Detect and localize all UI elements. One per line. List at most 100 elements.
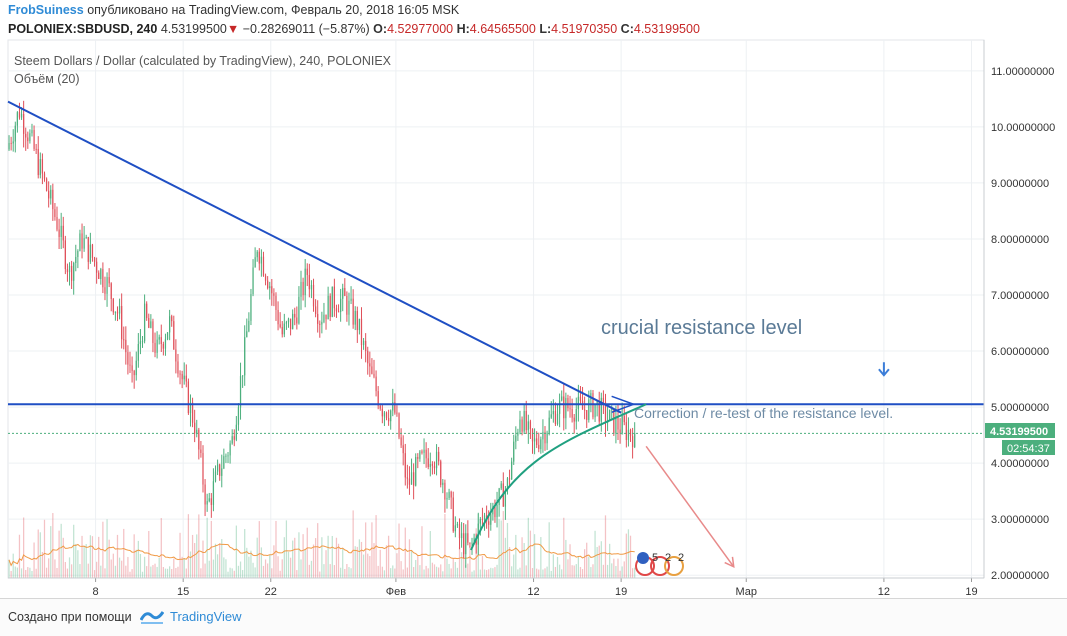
candle-body: [89, 244, 92, 262]
volume-bar: [37, 529, 39, 578]
candle-body: [634, 433, 636, 448]
volume-bar: [352, 510, 354, 578]
candle-body: [294, 313, 296, 318]
candle-body: [156, 339, 158, 353]
volume-bar: [438, 567, 440, 578]
candle-body: [402, 445, 404, 454]
candle-body: [100, 269, 102, 280]
candle-body: [356, 310, 358, 331]
time-axis[interactable]: 8 15 22 Фев 12 19 Мар 12 19: [8, 577, 984, 598]
candle-body: [565, 398, 567, 419]
candle-body: [131, 365, 133, 371]
x-tick-label: Фев: [386, 586, 406, 598]
volume-bar: [304, 548, 306, 578]
candle-body: [596, 401, 598, 404]
volume-bar: [573, 565, 575, 578]
candle-body: [196, 429, 198, 434]
candle-body: [404, 453, 406, 478]
candle-body: [225, 455, 227, 457]
volume-bar: [158, 557, 160, 578]
tradingview-link[interactable]: TradingView: [170, 609, 242, 624]
volume-bar: [358, 539, 361, 578]
candle-body: [317, 313, 319, 324]
candle-body: [546, 432, 548, 444]
volume-bar: [139, 554, 142, 578]
x-tick-label: Мар: [735, 586, 757, 598]
volume-bar: [281, 559, 283, 578]
candle-body: [508, 478, 511, 480]
high-label: H:: [456, 22, 470, 36]
volume-bar: [200, 568, 202, 578]
volume-bar: [590, 567, 592, 578]
candle-body: [577, 396, 580, 410]
volume-bar: [18, 534, 21, 578]
author-link[interactable]: FrobSuiness: [8, 3, 84, 17]
candle-body: [367, 350, 369, 364]
volume-bar: [225, 559, 227, 578]
candle-body: [308, 274, 310, 290]
candle-body: [598, 401, 600, 422]
volume-bar: [342, 548, 344, 578]
volume-bar: [565, 539, 567, 578]
event-flags[interactable]: 5 2 2: [635, 552, 684, 576]
volume-bar: [435, 566, 438, 578]
candle-body: [221, 468, 223, 476]
volume-bar: [29, 567, 31, 578]
volume-bar: [600, 541, 602, 578]
volume-bar: [183, 558, 185, 578]
volume-bar: [79, 564, 81, 578]
candle-body: [594, 403, 596, 418]
candle-body: [444, 482, 446, 500]
price-axis[interactable]: 11.00000000 10.00000000 9.00000000 8.000000…: [983, 40, 1055, 582]
volume-bar: [536, 568, 538, 578]
volume-bar: [619, 570, 621, 578]
candle-body: [300, 281, 302, 297]
volume-bar: [473, 570, 475, 578]
volume-bar: [327, 535, 329, 578]
volume-bar: [112, 553, 114, 578]
volume-bar: [331, 535, 333, 578]
volume-bar: [33, 542, 35, 578]
volume-bar: [584, 549, 586, 578]
volume-bar: [569, 544, 571, 578]
volume-bar: [181, 556, 183, 578]
candle-body: [262, 256, 265, 276]
volume-bar: [406, 567, 408, 578]
candle-body: [609, 409, 611, 421]
volume-bar: [456, 567, 459, 578]
volume-bar: [314, 538, 317, 578]
volume-bar: [617, 558, 619, 578]
candle-body: [77, 251, 79, 257]
symbol[interactable]: POLONIEX:SBDUSD, 240: [8, 22, 158, 36]
volume-bar: [287, 551, 290, 578]
small-down-arrow-head: [878, 368, 890, 377]
volume-bar: [229, 567, 231, 578]
candle-body: [143, 303, 146, 342]
volume-bar: [508, 547, 511, 578]
last-price: 4.53199500: [160, 22, 227, 36]
volume-bar: [77, 550, 79, 578]
candle-body: [191, 402, 194, 423]
candle-body: [421, 451, 423, 453]
tradingview-logo-icon[interactable]: [140, 607, 164, 625]
candle-body: [264, 275, 267, 281]
candle-body: [458, 524, 461, 539]
candle-body: [148, 318, 150, 328]
candle-body: [273, 293, 275, 296]
candle-body: [500, 483, 502, 489]
volume-bar: [488, 569, 490, 578]
price-chart[interactable]: Steem Dollars / Dollar (calculated by Tr…: [0, 0, 1067, 598]
volume-bar: [563, 517, 565, 578]
volume-bar: [235, 525, 237, 578]
y-tick-label: 2.00000000: [991, 570, 1049, 582]
candle-body: [483, 515, 486, 520]
candle-body: [158, 337, 160, 340]
volume-bar: [206, 517, 208, 578]
candle-body: [329, 295, 331, 317]
volume-bar: [216, 554, 219, 578]
low-value: 4.51970350: [551, 22, 618, 36]
volume-bar: [179, 532, 181, 578]
volume-bar: [48, 558, 50, 578]
volume-bar: [317, 523, 319, 578]
candle-body: [212, 481, 215, 505]
